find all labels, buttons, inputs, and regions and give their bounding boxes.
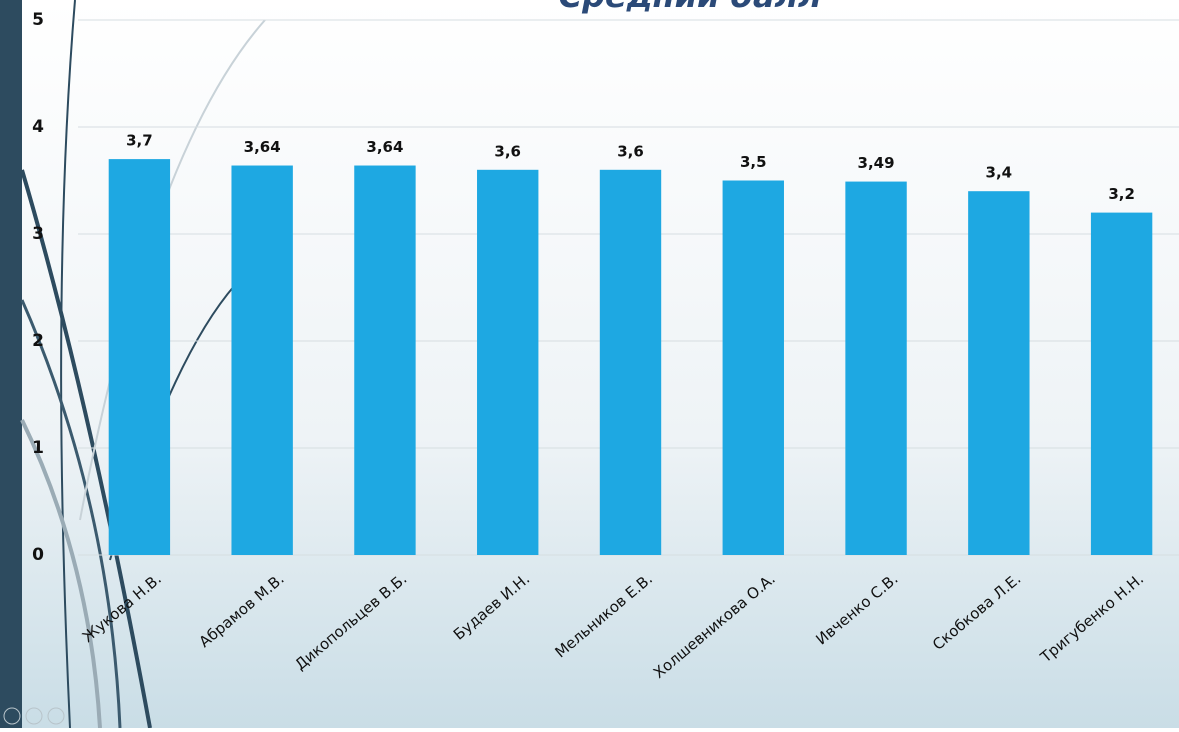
value-label: 3,4 xyxy=(986,164,1013,182)
bar xyxy=(600,170,661,555)
y-tick-label: 2 xyxy=(32,331,44,351)
bar xyxy=(231,166,292,555)
value-label: 3,64 xyxy=(244,138,281,156)
chart-title: Средний балл xyxy=(559,0,822,15)
bar xyxy=(477,170,538,555)
value-label: 3,6 xyxy=(494,142,521,160)
chart: Средний балл 0123453,7Жукова Н.В.3,64Абр… xyxy=(0,0,1179,728)
y-tick-label: 5 xyxy=(32,10,44,30)
y-tick-label: 3 xyxy=(32,224,44,244)
y-tick-label: 1 xyxy=(32,438,44,458)
bar xyxy=(1091,213,1152,555)
value-label: 3,49 xyxy=(858,154,895,172)
y-tick-label: 4 xyxy=(32,117,44,137)
bar xyxy=(354,166,415,555)
bar xyxy=(968,191,1029,555)
side-strip xyxy=(0,0,22,728)
bar xyxy=(845,182,906,555)
bar xyxy=(723,181,784,556)
value-label: 3,6 xyxy=(617,142,644,160)
y-tick-label: 0 xyxy=(32,545,44,565)
bar xyxy=(109,159,170,555)
value-label: 3,2 xyxy=(1108,185,1135,203)
value-label: 3,64 xyxy=(366,138,403,156)
value-label: 3,5 xyxy=(740,153,767,171)
value-label: 3,7 xyxy=(126,132,153,150)
